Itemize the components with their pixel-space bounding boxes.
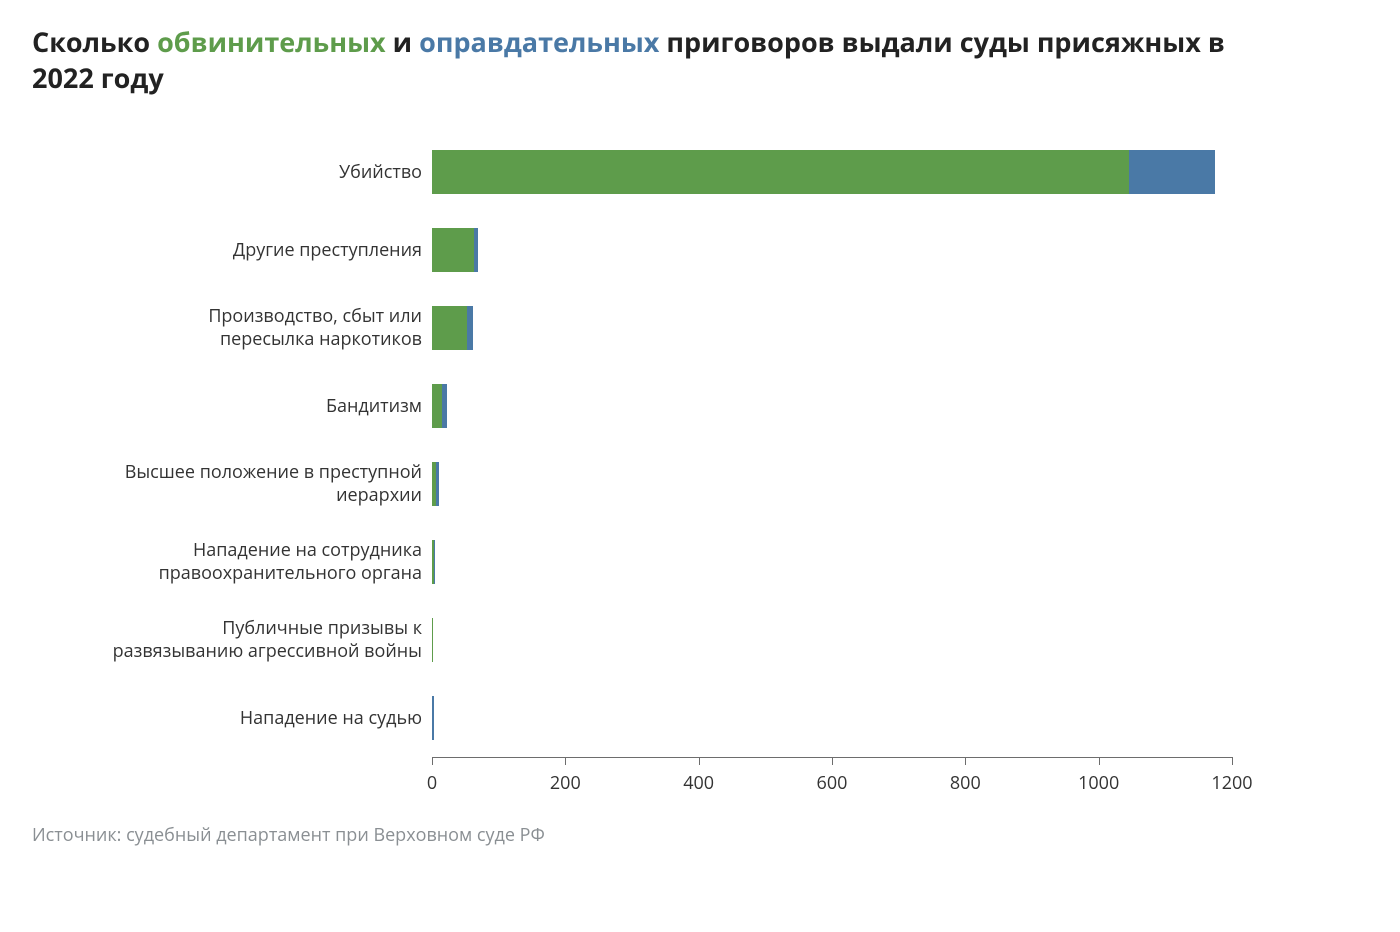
- category-label: Убийство: [32, 161, 432, 184]
- title-highlight-guilty: обвинительных: [157, 23, 386, 60]
- chart-row: Убийство: [32, 133, 1368, 211]
- chart-title: Сколько обвинительных и оправдательных п…: [32, 24, 1232, 97]
- bar-cell: [432, 523, 1232, 601]
- category-label: Нападение на сотрудника правоохранительн…: [32, 539, 432, 584]
- x-tick: 1000: [1099, 757, 1100, 765]
- bar-stack: [432, 150, 1215, 194]
- x-tick-mark: [1099, 757, 1100, 765]
- bar-segment-acquitted: [442, 384, 447, 428]
- bar-segment-acquitted: [432, 696, 434, 740]
- source-note: Источник: судебный департамент при Верхо…: [32, 823, 1368, 847]
- bar-stack: [432, 306, 473, 350]
- bar-segment-guilty: [432, 150, 1129, 194]
- bar-segment-acquitted: [474, 228, 478, 272]
- bar-cell: [432, 289, 1232, 367]
- bar-stack: [432, 618, 433, 662]
- bar-segment-guilty: [432, 228, 474, 272]
- x-tick-mark: [1232, 757, 1233, 765]
- x-tick: 800: [965, 757, 966, 765]
- x-tick: 600: [832, 757, 833, 765]
- x-tick-label: 1000: [1078, 771, 1119, 795]
- title-mid: и: [386, 23, 419, 60]
- x-tick: 400: [699, 757, 700, 765]
- bar-segment-guilty: [432, 306, 467, 350]
- x-tick-label: 600: [817, 771, 848, 795]
- chart-row: Другие преступления: [32, 211, 1368, 289]
- bar-segment-acquitted: [1129, 150, 1216, 194]
- category-label: Высшее положение в преступной иерархии: [32, 461, 432, 506]
- bar-segment-acquitted: [434, 540, 435, 584]
- plot-area: Убийство Другие преступления Производство,…: [32, 133, 1368, 757]
- x-tick-label: 1200: [1211, 771, 1252, 795]
- chart-row: Нападение на судью: [32, 679, 1368, 757]
- category-label: Бандитизм: [32, 395, 432, 418]
- x-axis: 0 200 400 600 800 1000 1200: [32, 757, 1368, 807]
- bar-cell: [432, 133, 1232, 211]
- bar-segment-guilty: [432, 618, 433, 662]
- x-tick: 0: [432, 757, 433, 765]
- bar-cell: [432, 211, 1232, 289]
- x-tick-label: 0: [427, 771, 437, 795]
- chart-row: Публичные призывы к развязыванию агресси…: [32, 601, 1368, 679]
- x-tick-mark: [699, 757, 700, 765]
- x-tick-mark: [965, 757, 966, 765]
- source-prefix: Источник:: [32, 823, 126, 847]
- bar-stack: [432, 384, 447, 428]
- category-label: Публичные призывы к развязыванию агресси…: [32, 617, 432, 662]
- bar-stack: [432, 696, 434, 740]
- source-text: судебный департамент при Верховном суде …: [126, 823, 545, 847]
- bar-segment-guilty: [432, 384, 442, 428]
- x-tick-label: 800: [950, 771, 981, 795]
- bar-stack: [432, 540, 435, 584]
- x-tick: 200: [565, 757, 566, 765]
- bar-stack: [432, 462, 439, 506]
- x-tick-mark: [432, 757, 433, 765]
- category-label: Производство, сбыт или пересылка наркоти…: [32, 305, 432, 350]
- bar-cell: [432, 445, 1232, 523]
- bar-cell: [432, 679, 1232, 757]
- bar-segment-acquitted: [436, 462, 439, 506]
- bar-cell: [432, 367, 1232, 445]
- bar-segment-acquitted: [467, 306, 474, 350]
- x-tick-label: 400: [683, 771, 714, 795]
- title-pre: Сколько: [32, 23, 157, 60]
- x-tick: 1200: [1232, 757, 1233, 765]
- bar-cell: [432, 601, 1232, 679]
- bar-stack: [432, 228, 478, 272]
- chart-row: Нападение на сотрудника правоохранительн…: [32, 523, 1368, 601]
- title-highlight-acquitted: оправдательных: [419, 23, 659, 60]
- chart-row: Производство, сбыт или пересылка наркоти…: [32, 289, 1368, 367]
- x-tick-label: 200: [550, 771, 581, 795]
- category-label: Нападение на судью: [32, 707, 432, 730]
- x-tick-mark: [565, 757, 566, 765]
- category-label: Другие преступления: [32, 239, 432, 262]
- verdicts-bar-chart: Убийство Другие преступления Производство,…: [32, 133, 1368, 807]
- chart-row: Высшее положение в преступной иерархии: [32, 445, 1368, 523]
- x-axis-line-area: 0 200 400 600 800 1000 1200: [432, 757, 1232, 807]
- x-tick-mark: [832, 757, 833, 765]
- chart-row: Бандитизм: [32, 367, 1368, 445]
